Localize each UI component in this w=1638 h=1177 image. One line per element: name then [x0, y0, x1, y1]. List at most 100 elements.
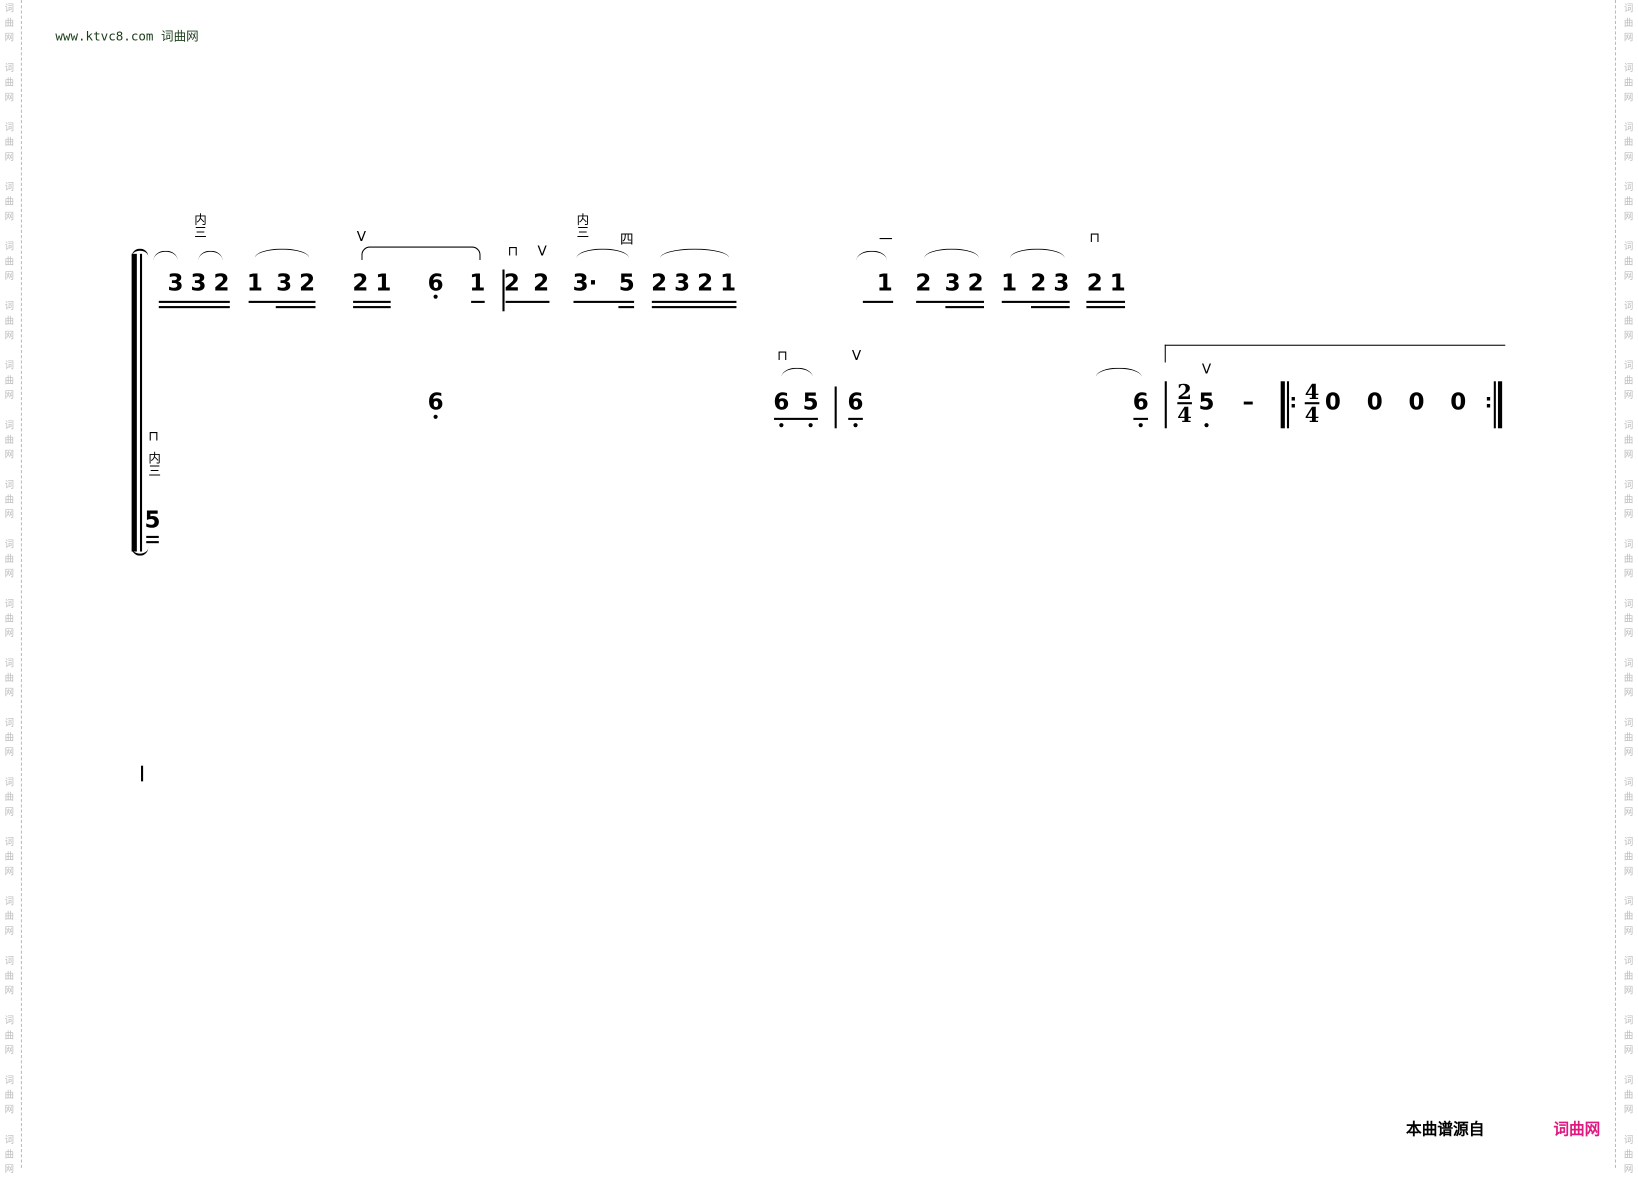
fingering-mark: 一: [879, 232, 893, 249]
note: 5: [144, 507, 161, 534]
note: 0: [1366, 389, 1383, 416]
note: 2: [533, 270, 550, 297]
down-bow-icon: ⊓: [777, 348, 788, 365]
slur: [576, 248, 629, 258]
watermark-text: 词曲网: [1623, 242, 1634, 283]
watermark-text: 词曲网: [4, 718, 15, 759]
underline: [1133, 417, 1149, 420]
slur: [1095, 367, 1142, 377]
down-bow-icon: ⊓: [148, 428, 159, 445]
slur: [924, 248, 979, 258]
bracket-hook-bottom: [131, 543, 149, 556]
barline: [141, 765, 144, 782]
underline: [248, 300, 316, 303]
down-bow-icon: ⊓: [1089, 230, 1101, 247]
note: 2: [299, 270, 316, 297]
underline: [1031, 306, 1070, 308]
watermark-text: 词曲网: [1623, 659, 1634, 699]
up-bow-icon: V: [356, 229, 367, 245]
watermark-text: 词曲网: [1623, 540, 1634, 580]
slur: [254, 248, 310, 258]
watermark-text: 词曲网: [4, 182, 15, 223]
down-bow-icon: ⊓: [507, 243, 519, 260]
watermark-text: 词曲网: [4, 123, 15, 163]
watermark-text: 词曲网: [1623, 897, 1634, 938]
note: 3: [167, 270, 184, 297]
barline: [502, 269, 505, 312]
note: 1: [1109, 270, 1126, 297]
watermark-text: 词曲网: [1623, 301, 1634, 342]
repeat-end-thin: [1493, 381, 1496, 429]
underline: [945, 306, 985, 308]
underline: [1086, 306, 1126, 308]
note: 0: [1450, 389, 1467, 416]
note: 0: [1408, 389, 1425, 416]
note: 6: [427, 389, 444, 416]
watermark-text: 词曲网: [1623, 63, 1634, 104]
lower-octave-dot: [853, 423, 858, 428]
watermark-text: 词曲网: [1623, 123, 1634, 163]
repeat-end-bar: [1497, 381, 1503, 429]
watermark-text: 词曲网: [1623, 4, 1634, 44]
left-margin-line: [20, 0, 22, 1168]
note: 1: [876, 270, 893, 297]
watermark-text: 词曲网: [4, 63, 15, 104]
note: 1: [469, 270, 486, 297]
note: 2: [697, 270, 714, 297]
note: 2: [213, 270, 230, 297]
source-site-link[interactable]: 词曲网: [1553, 1119, 1601, 1139]
watermark-text: 词曲网: [4, 599, 15, 640]
note: 2: [651, 270, 668, 297]
time-sig-top: 4: [1304, 379, 1320, 405]
up-bow-icon: V: [1201, 361, 1212, 378]
watermark-text: 词曲网: [1623, 420, 1634, 461]
watermark-text: 词曲网: [1623, 837, 1634, 878]
right-margin-line: [1614, 0, 1616, 1168]
note: 3: [276, 270, 293, 297]
repeat-start-bar: [1280, 381, 1285, 429]
underline: [505, 300, 550, 303]
system-bracket-thin: [139, 253, 142, 552]
time-sig-bottom: 4: [1177, 402, 1192, 428]
repeat-dots: :: [1289, 390, 1297, 413]
slur: [153, 250, 178, 260]
underline: [573, 300, 635, 303]
site-header[interactable]: www.ktvc8.com 词曲网: [55, 27, 198, 45]
fingering-mark: 内三: [146, 451, 162, 477]
note: 3: [1053, 270, 1070, 297]
repeat-dots: :: [1484, 390, 1493, 413]
underline: [862, 300, 894, 303]
watermark-text: 词曲网: [4, 1016, 15, 1057]
tie: [361, 246, 481, 261]
watermark-text: 词曲网: [4, 4, 15, 44]
fingering-mark: 内三: [192, 213, 208, 239]
note: 3: [674, 270, 691, 297]
barline: [1164, 381, 1167, 429]
watermark-text: 词曲网: [1623, 718, 1634, 759]
watermark-text: 词曲网: [4, 301, 15, 342]
note: 3: [944, 270, 961, 297]
repeat-start-thin: [1286, 381, 1290, 429]
watermark-text: 词曲网: [1623, 599, 1634, 640]
underline: [1086, 300, 1126, 303]
watermark-text: 词曲网: [4, 1075, 15, 1116]
watermark-text: 词曲网: [1623, 1016, 1634, 1057]
note: 1: [375, 270, 392, 297]
note: 5: [1198, 389, 1215, 416]
note: 2: [503, 270, 520, 297]
underline: [158, 300, 230, 303]
watermark-text: 词曲网: [4, 1135, 15, 1176]
underline: [774, 417, 818, 420]
underline: [916, 300, 985, 303]
underline: [353, 300, 391, 303]
watermark-text: 词曲网: [4, 837, 15, 878]
watermark-text: 词曲网: [4, 778, 15, 818]
slur: [1010, 248, 1065, 258]
fingering-mark: 四: [619, 232, 634, 249]
watermark-text: 词曲网: [4, 480, 15, 521]
site-name: 词曲网: [161, 29, 199, 44]
site-url[interactable]: www.ktvc8.com: [55, 29, 154, 44]
